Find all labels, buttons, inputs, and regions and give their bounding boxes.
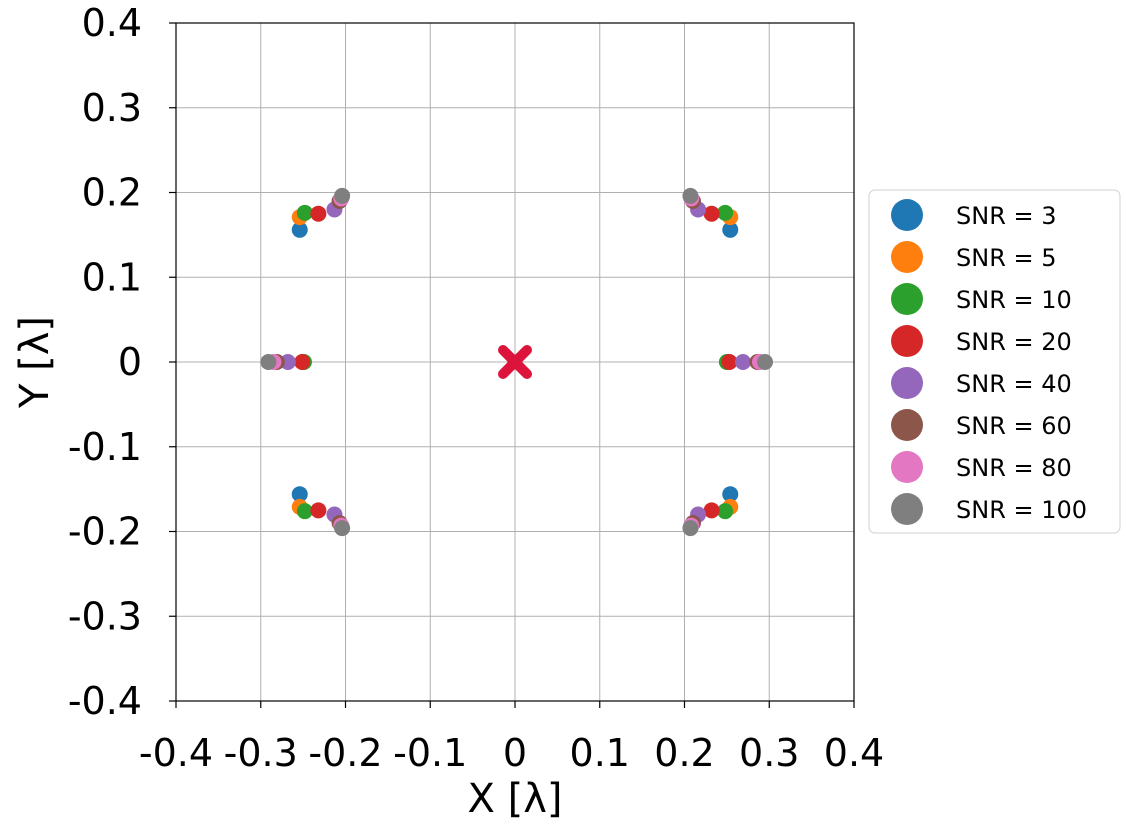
x-tick-label: 0.3 (739, 731, 799, 775)
data-point (310, 502, 327, 519)
data-point (682, 187, 699, 204)
y-tick-label: 0.4 (82, 1, 142, 45)
data-point (703, 502, 720, 519)
data-point (757, 354, 774, 370)
legend-marker (891, 451, 923, 483)
x-tick-label: -0.3 (224, 731, 298, 775)
legend-label: SNR = 60 (956, 412, 1072, 440)
legend: SNR = 3 SNR = 5 SNR = 10 SNR = 20 SNR = 40 SN… (868, 189, 1121, 534)
x-tick-label: 0.2 (654, 731, 714, 775)
y-tick-label: 0.3 (82, 86, 142, 130)
origin-marker (498, 345, 532, 379)
y-tick-label: 0.2 (82, 171, 142, 215)
legend-label: SNR = 100 (956, 496, 1087, 524)
data-point (722, 486, 739, 503)
y-tick-label: -0.3 (68, 594, 142, 638)
data-point (717, 204, 734, 221)
data-point (334, 520, 351, 537)
x-tick-label: -0.1 (393, 731, 467, 775)
legend-marker (891, 241, 923, 273)
data-point (291, 221, 308, 238)
legend-marker (891, 199, 923, 231)
data-point (260, 354, 277, 370)
data-point (296, 503, 313, 520)
y-tick-label: -0.1 (68, 425, 142, 469)
x-tick-label: -0.4 (139, 731, 213, 775)
data-point (291, 486, 308, 503)
y-tick-label: -0.4 (68, 679, 142, 723)
x-axis-label: X [λ] (468, 776, 563, 822)
y-tick-label: 0 (118, 340, 142, 384)
legend-label: SNR = 80 (956, 454, 1072, 482)
data-point (722, 221, 739, 238)
data-points (260, 187, 774, 537)
legend-label: SNR = 5 (956, 244, 1057, 272)
data-point (734, 354, 751, 370)
legend-label: SNR = 40 (956, 370, 1072, 398)
data-point (310, 205, 327, 222)
legend-marker (891, 409, 923, 441)
legend-label: SNR = 20 (956, 328, 1072, 356)
data-point (703, 205, 720, 222)
data-point (334, 187, 351, 204)
data-point (279, 354, 296, 370)
axis-ticks: -0.4 -0.3 -0.2 -0.1 0 0.1 0.2 0.3 0.40.40.30.20.… (68, 1, 884, 775)
legend-label: SNR = 3 (956, 202, 1057, 230)
legend-marker (891, 367, 923, 399)
data-point (296, 204, 313, 221)
x-tick-label: 0.1 (570, 731, 630, 775)
legend-marker (891, 283, 923, 315)
legend-marker (891, 325, 923, 357)
data-point (294, 354, 311, 370)
legend-label: SNR = 10 (956, 286, 1072, 314)
legend-box (868, 189, 1121, 534)
origin-cross-marker (498, 345, 532, 379)
x-tick-label: -0.2 (308, 731, 382, 775)
legend-marker (891, 493, 923, 525)
y-axis-label: Y [λ] (12, 316, 58, 409)
x-tick-label: 0.4 (824, 731, 884, 775)
data-point (682, 520, 699, 537)
y-tick-label: -0.2 (68, 510, 142, 554)
data-point (721, 354, 738, 370)
data-point (717, 503, 734, 520)
x-tick-label: 0 (503, 731, 527, 775)
y-tick-label: 0.1 (82, 255, 142, 299)
